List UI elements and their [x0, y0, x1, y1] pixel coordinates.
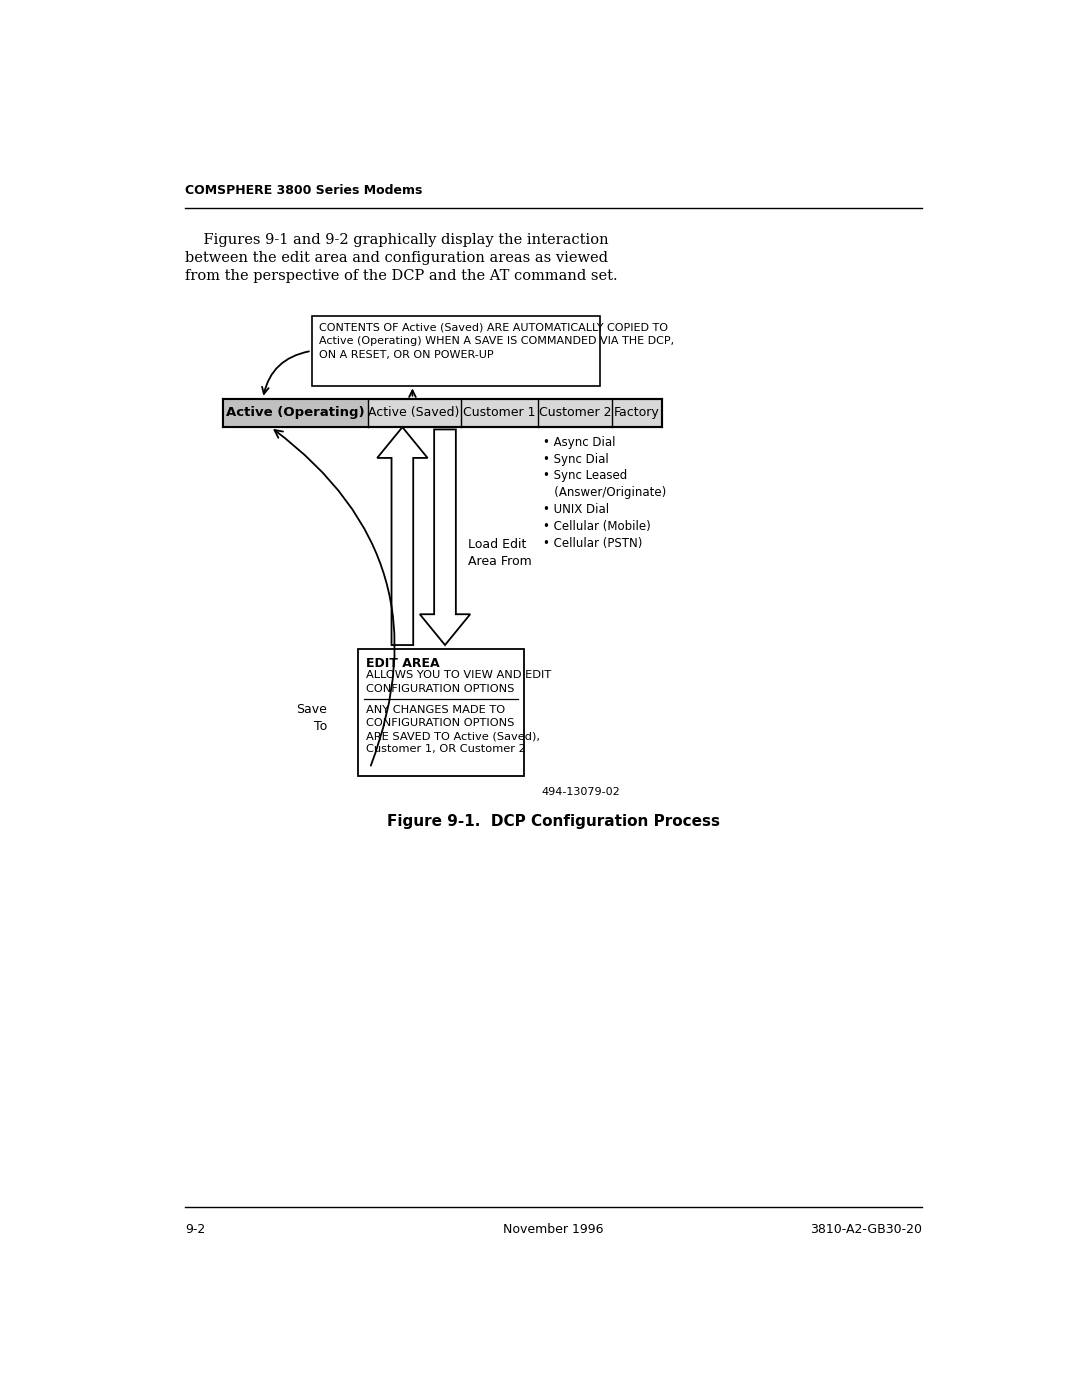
Text: Figure 9-1.  DCP Configuration Process: Figure 9-1. DCP Configuration Process	[387, 814, 720, 830]
Text: November 1996: November 1996	[503, 1222, 604, 1235]
Text: Figures 9-1 and 9-2 graphically display the interaction: Figures 9-1 and 9-2 graphically display …	[186, 233, 609, 247]
Bar	[359, 648, 524, 775]
Text: • Async Dial: • Async Dial	[543, 436, 616, 448]
Text: • UNIX Dial: • UNIX Dial	[543, 503, 609, 517]
Bar	[312, 316, 600, 386]
Text: Customer 1, OR Customer 2: Customer 1, OR Customer 2	[366, 745, 526, 754]
Text: CONFIGURATION OPTIONS: CONFIGURATION OPTIONS	[366, 685, 514, 694]
Text: ARE SAVED TO Active (Saved),: ARE SAVED TO Active (Saved),	[366, 731, 540, 742]
Text: Load Edit
Area From: Load Edit Area From	[469, 538, 532, 567]
Text: Factory: Factory	[613, 407, 660, 419]
Text: Active (Operating): Active (Operating)	[226, 407, 364, 419]
Text: EDIT AREA: EDIT AREA	[366, 657, 440, 669]
Text: between the edit area and configuration areas as viewed: between the edit area and configuration …	[186, 251, 608, 265]
Text: from the perspective of the DCP and the AT command set.: from the perspective of the DCP and the …	[186, 268, 618, 282]
Text: (Answer/Originate): (Answer/Originate)	[543, 486, 666, 499]
Text: ALLOWS YOU TO VIEW AND EDIT: ALLOWS YOU TO VIEW AND EDIT	[366, 671, 551, 680]
Bar	[222, 398, 662, 427]
Text: COMSPHERE 3800 Series Modems: COMSPHERE 3800 Series Modems	[186, 184, 422, 197]
Polygon shape	[377, 427, 428, 645]
Text: 9-2: 9-2	[186, 1222, 205, 1235]
Text: • Cellular (PSTN): • Cellular (PSTN)	[543, 538, 643, 550]
Text: 494-13079-02: 494-13079-02	[541, 788, 620, 798]
Text: • Sync Leased: • Sync Leased	[543, 469, 627, 482]
Text: • Cellular (Mobile): • Cellular (Mobile)	[543, 520, 651, 534]
Text: CONTENTS OF Active (Saved) ARE AUTOMATICALLY COPIED TO
Active (Operating) WHEN A: CONTENTS OF Active (Saved) ARE AUTOMATIC…	[320, 323, 675, 359]
Text: ANY CHANGES MADE TO: ANY CHANGES MADE TO	[366, 705, 505, 715]
Text: 3810-A2-GB30-20: 3810-A2-GB30-20	[810, 1222, 921, 1235]
Polygon shape	[420, 429, 470, 645]
Text: CONFIGURATION OPTIONS: CONFIGURATION OPTIONS	[366, 718, 514, 728]
Text: Active (Saved): Active (Saved)	[368, 407, 460, 419]
Bar	[222, 398, 367, 427]
Text: • Sync Dial: • Sync Dial	[543, 453, 609, 465]
Text: Customer 1: Customer 1	[463, 407, 536, 419]
Text: Save
To: Save To	[296, 703, 327, 733]
Text: Customer 2: Customer 2	[539, 407, 611, 419]
